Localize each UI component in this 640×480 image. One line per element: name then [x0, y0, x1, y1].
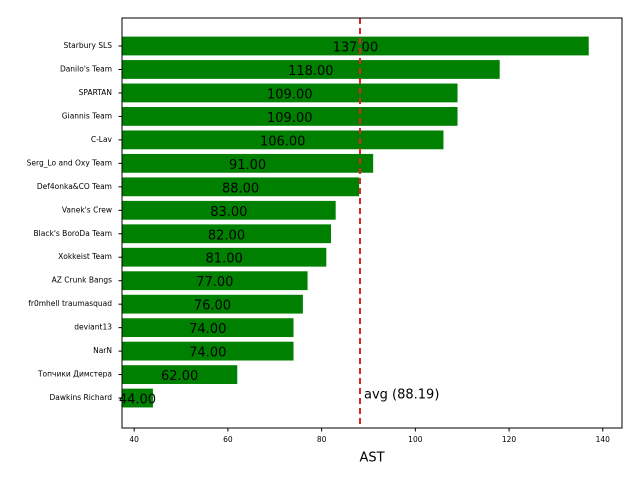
value-label: 76.00: [194, 299, 231, 314]
y-tick-label: Black's BoroDa Team: [34, 229, 112, 238]
y-tick-label: C-Lav: [91, 135, 113, 144]
y-tick-label: Serg_Lo and Oxy Team: [27, 158, 112, 167]
value-label: 109.00: [267, 111, 313, 126]
y-tick-label: Def4onka&CO Team: [37, 182, 112, 191]
bar: [122, 200, 336, 220]
value-label: 106.00: [260, 134, 306, 149]
bar: [122, 107, 458, 126]
bar: [122, 83, 458, 103]
plot: [122, 36, 589, 408]
value-label: 82.00: [208, 228, 245, 243]
value-label: 91.00: [229, 158, 266, 173]
x-tick-label: 120: [502, 435, 517, 444]
bar: [122, 341, 294, 361]
bar: [122, 388, 153, 408]
y-tick-label: Starbury SLS: [63, 41, 112, 50]
bar: [122, 271, 308, 291]
y-tick-label: fr0mhell traumasquad: [28, 299, 112, 308]
value-label: 88.00: [222, 181, 259, 196]
value-label: 62.00: [161, 369, 198, 384]
value-label: 118.00: [288, 64, 334, 79]
y-tick-label: Xokkeist Team: [58, 252, 112, 261]
avg-label: avg (88.19): [364, 388, 439, 403]
value-label: 109.00: [267, 87, 313, 102]
value-label: 81.00: [206, 252, 243, 267]
bar: [122, 60, 500, 79]
bar: [122, 36, 589, 56]
y-tick-label: deviant13: [74, 323, 112, 332]
bar: [122, 177, 360, 197]
x-tick-label: 140: [596, 435, 611, 444]
y-tick-label: Dawkins Richard: [50, 393, 113, 402]
bar: [122, 153, 374, 173]
value-label: 74.00: [189, 322, 226, 337]
bar: [122, 294, 303, 314]
x-axis-label: AST: [359, 451, 384, 466]
bar: [122, 365, 238, 384]
x-tick-label: 60: [223, 435, 233, 444]
x-tick-label: 100: [408, 435, 423, 444]
y-tick-label: Vanek's Crew: [62, 205, 112, 214]
value-label: 74.00: [189, 346, 226, 361]
value-label: 77.00: [196, 275, 233, 290]
plot-frame: [121, 17, 623, 429]
y-tick-label: Danilo's Team: [60, 64, 112, 73]
x-tick-label: 80: [317, 435, 327, 444]
x-tick-label: 40: [129, 435, 139, 444]
value-label: 44.00: [119, 393, 156, 408]
y-tick-label: Топчики Димстера: [37, 370, 112, 379]
y-tick-label: SPARTAN: [79, 88, 112, 97]
y-tick-label: AZ Crunk Bangs: [52, 276, 112, 285]
value-label: 83.00: [210, 205, 247, 220]
bar: [122, 247, 327, 267]
y-tick-label: Giannis Team: [62, 111, 112, 120]
bar: [122, 224, 331, 244]
bar: [122, 318, 294, 338]
value-label: 137.00: [333, 41, 379, 56]
y-tick-label: NarN: [93, 346, 112, 355]
bar: [122, 130, 444, 150]
